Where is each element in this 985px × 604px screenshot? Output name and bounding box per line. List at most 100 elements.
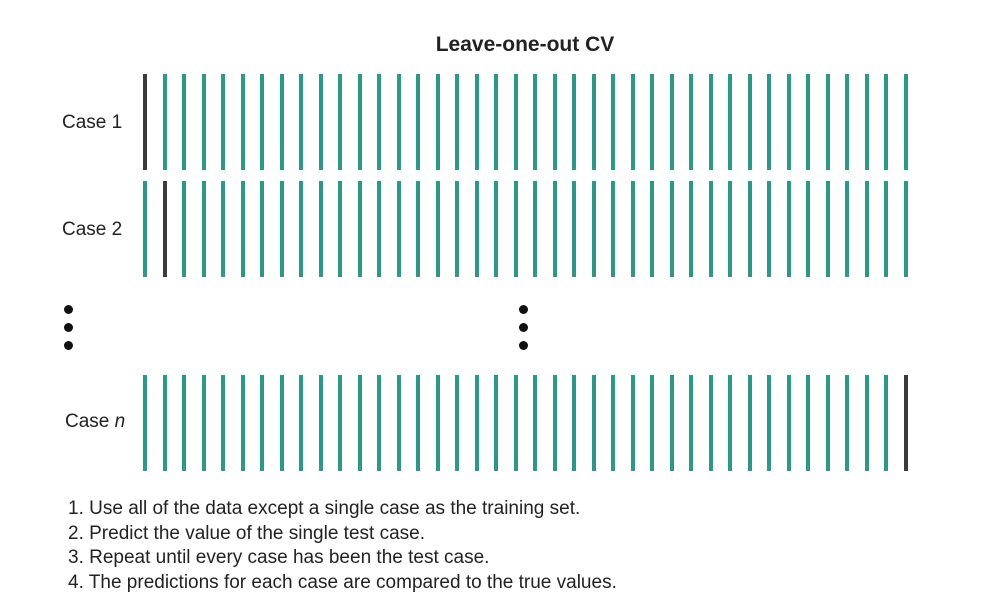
training-case-bar bbox=[747, 375, 752, 471]
training-case-bar bbox=[708, 74, 713, 170]
training-case-bar bbox=[669, 375, 674, 471]
training-case-bar bbox=[708, 181, 713, 277]
training-case-bar bbox=[767, 181, 771, 277]
training-case-bar bbox=[884, 181, 888, 277]
training-case-bar bbox=[728, 181, 732, 277]
training-case-bar bbox=[572, 181, 576, 277]
training-case-bar bbox=[767, 74, 771, 170]
training-case-bar bbox=[806, 74, 810, 170]
training-case-bar bbox=[143, 181, 147, 277]
step-1: 1. Use all of the data except a single c… bbox=[68, 498, 581, 519]
test-case-bar bbox=[903, 375, 908, 471]
training-case-bar bbox=[903, 181, 908, 277]
training-case-bar bbox=[591, 181, 596, 277]
ellipsis-dot bbox=[519, 341, 528, 350]
training-case-bar bbox=[279, 375, 284, 471]
training-case-bar bbox=[786, 181, 791, 277]
training-case-bar bbox=[299, 74, 303, 170]
training-case-bar bbox=[221, 375, 225, 471]
training-case-bar bbox=[650, 181, 654, 277]
training-case-bar bbox=[630, 181, 635, 277]
training-case-bar bbox=[416, 181, 420, 277]
training-case-bar bbox=[689, 375, 693, 471]
training-case-bar bbox=[728, 375, 732, 471]
case-2-label-text: Case 2 bbox=[62, 219, 123, 240]
training-case-bar bbox=[338, 181, 342, 277]
case-n-label-text: Case bbox=[65, 411, 115, 432]
training-case-bar bbox=[552, 375, 557, 471]
training-case-bar bbox=[318, 181, 323, 277]
training-case-bar bbox=[884, 375, 888, 471]
ellipsis-dot bbox=[64, 323, 73, 332]
training-case-bar bbox=[513, 181, 518, 277]
case-1-label-text: Case 1 bbox=[62, 112, 123, 133]
training-case-bar bbox=[396, 181, 401, 277]
training-case-bar bbox=[162, 375, 167, 471]
training-case-bar bbox=[572, 375, 576, 471]
training-case-bar bbox=[689, 181, 693, 277]
training-case-bar bbox=[591, 74, 596, 170]
training-case-bar bbox=[201, 74, 206, 170]
ellipsis-dot bbox=[64, 305, 73, 314]
test-case-bar bbox=[143, 74, 147, 170]
training-case-bar bbox=[435, 375, 440, 471]
training-case-bar bbox=[396, 375, 401, 471]
training-case-bar bbox=[786, 375, 791, 471]
ellipsis-dot bbox=[519, 323, 528, 332]
training-case-bar bbox=[357, 181, 362, 277]
training-case-bar bbox=[747, 181, 752, 277]
training-case-bar bbox=[260, 375, 264, 471]
training-case-bar bbox=[825, 375, 830, 471]
training-case-bar bbox=[221, 74, 225, 170]
training-case-bar bbox=[240, 74, 245, 170]
training-case-bar bbox=[182, 375, 186, 471]
training-case-bar bbox=[611, 74, 615, 170]
training-case-bar bbox=[299, 181, 303, 277]
training-case-bar bbox=[240, 375, 245, 471]
training-case-bar bbox=[396, 74, 401, 170]
training-case-bar bbox=[533, 74, 537, 170]
training-case-bar bbox=[845, 181, 849, 277]
training-case-bar bbox=[162, 74, 167, 170]
training-case-bar bbox=[572, 74, 576, 170]
training-case-bar bbox=[377, 74, 381, 170]
case-2-label: Case 2 bbox=[62, 219, 122, 241]
training-case-bar bbox=[182, 74, 186, 170]
training-case-bar bbox=[435, 181, 440, 277]
training-case-bar bbox=[240, 181, 245, 277]
training-case-bar bbox=[474, 74, 479, 170]
training-case-bar bbox=[689, 74, 693, 170]
training-case-bar bbox=[650, 74, 654, 170]
training-case-bar bbox=[630, 375, 635, 471]
training-case-bar bbox=[728, 74, 732, 170]
training-case-bar bbox=[201, 181, 206, 277]
case-1-label: Case 1 bbox=[62, 112, 122, 134]
training-case-bar bbox=[747, 74, 752, 170]
step-2: 2. Predict the value of the single test … bbox=[68, 522, 425, 544]
training-case-bar bbox=[513, 74, 518, 170]
training-case-bar bbox=[279, 181, 284, 277]
training-case-bar bbox=[864, 375, 869, 471]
training-case-bar bbox=[455, 375, 459, 471]
training-case-bar bbox=[825, 74, 830, 170]
case-n-label-variable: n bbox=[114, 411, 126, 432]
training-case-bar bbox=[260, 74, 264, 170]
training-case-bar bbox=[533, 375, 537, 471]
training-case-bar bbox=[494, 181, 498, 277]
training-case-bar bbox=[786, 74, 791, 170]
step-3: 3. Repeat until every case has been the … bbox=[68, 547, 490, 568]
training-case-bar bbox=[533, 181, 537, 277]
training-case-bar bbox=[494, 375, 498, 471]
training-case-bar bbox=[708, 375, 713, 471]
training-case-bar bbox=[845, 74, 849, 170]
training-case-bar bbox=[299, 375, 303, 471]
training-case-bar bbox=[318, 74, 323, 170]
test-case-bar bbox=[162, 181, 167, 277]
training-case-bar bbox=[260, 181, 264, 277]
training-case-bar bbox=[357, 74, 362, 170]
training-case-bar bbox=[767, 375, 771, 471]
diagram-title: Leave-one-out CV bbox=[435, 33, 615, 56]
training-case-bar bbox=[864, 181, 869, 277]
training-case-bar bbox=[474, 181, 479, 277]
training-case-bar bbox=[513, 375, 518, 471]
